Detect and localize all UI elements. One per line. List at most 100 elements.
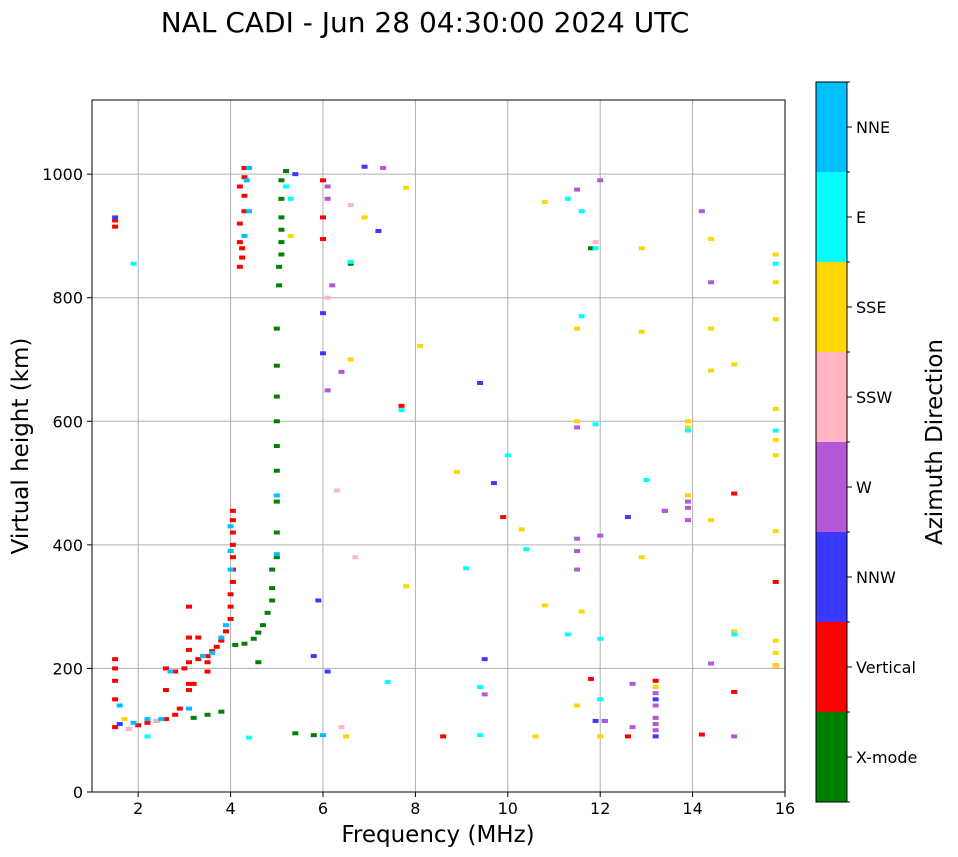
data-point bbox=[144, 717, 151, 722]
data-point bbox=[772, 579, 779, 584]
data-point bbox=[222, 623, 229, 628]
data-point bbox=[343, 734, 350, 739]
data-point bbox=[269, 598, 276, 603]
data-point bbox=[292, 731, 299, 736]
data-point bbox=[772, 261, 779, 266]
data-point bbox=[112, 218, 119, 223]
data-point bbox=[255, 660, 262, 665]
data-point bbox=[477, 684, 484, 689]
data-point bbox=[684, 499, 691, 504]
data-point bbox=[463, 566, 470, 571]
data-point bbox=[273, 555, 280, 560]
data-point bbox=[229, 518, 236, 523]
data-point bbox=[239, 255, 246, 260]
data-point bbox=[652, 691, 659, 696]
data-point bbox=[112, 215, 119, 220]
data-point bbox=[186, 635, 193, 640]
series-w bbox=[324, 165, 738, 739]
data-point bbox=[477, 380, 484, 385]
data-point bbox=[176, 706, 183, 711]
data-point bbox=[403, 185, 410, 190]
data-point bbox=[172, 712, 179, 717]
data-point bbox=[190, 681, 197, 686]
data-point bbox=[601, 718, 608, 723]
data-point bbox=[227, 549, 234, 554]
data-point bbox=[361, 215, 368, 220]
data-point bbox=[227, 592, 234, 597]
data-point bbox=[652, 703, 659, 708]
data-point bbox=[652, 678, 659, 683]
data-point bbox=[229, 542, 236, 547]
y-tick-label: 400 bbox=[52, 536, 83, 555]
y-tick-label: 0 bbox=[73, 783, 83, 802]
data-point bbox=[269, 586, 276, 591]
data-point bbox=[564, 632, 571, 637]
data-point bbox=[229, 508, 236, 513]
data-point bbox=[243, 178, 250, 183]
data-point bbox=[380, 165, 387, 170]
data-point bbox=[246, 165, 253, 170]
data-point bbox=[684, 419, 691, 424]
colorbar-segment bbox=[816, 622, 847, 712]
data-point bbox=[278, 215, 285, 220]
data-point bbox=[112, 224, 119, 229]
data-point bbox=[324, 184, 331, 189]
data-point bbox=[116, 703, 123, 708]
data-point bbox=[652, 728, 659, 733]
data-point bbox=[684, 425, 691, 430]
data-point bbox=[199, 654, 206, 659]
data-point bbox=[172, 669, 179, 674]
x-tick-label: 14 bbox=[682, 799, 702, 818]
data-point bbox=[255, 630, 262, 635]
data-point bbox=[708, 368, 715, 373]
data-point bbox=[772, 252, 779, 257]
data-point bbox=[347, 203, 354, 208]
data-point bbox=[283, 184, 290, 189]
x-tick-label: 6 bbox=[318, 799, 328, 818]
data-point bbox=[772, 529, 779, 534]
data-point bbox=[578, 209, 585, 214]
data-point bbox=[227, 604, 234, 609]
data-point bbox=[186, 681, 193, 686]
colorbar-segment bbox=[816, 172, 847, 262]
x-tick-label: 16 bbox=[775, 799, 795, 818]
data-point bbox=[708, 518, 715, 523]
x-tick-label: 12 bbox=[590, 799, 610, 818]
data-point bbox=[772, 650, 779, 655]
data-point bbox=[246, 209, 253, 214]
data-point bbox=[574, 187, 581, 192]
data-point bbox=[320, 237, 326, 242]
data-point bbox=[204, 712, 211, 717]
data-point bbox=[624, 515, 631, 520]
data-point bbox=[684, 428, 691, 433]
data-point bbox=[278, 178, 285, 183]
data-point bbox=[592, 246, 599, 251]
x-axis-label: Frequency (MHz) bbox=[341, 822, 534, 848]
data-point bbox=[241, 233, 248, 238]
data-point bbox=[574, 549, 581, 554]
data-point bbox=[273, 499, 280, 504]
data-point bbox=[684, 505, 691, 510]
data-point bbox=[112, 666, 119, 671]
data-point bbox=[204, 654, 211, 659]
colorbar-label: SSE bbox=[856, 298, 886, 317]
series-x-mode bbox=[190, 169, 594, 738]
data-point bbox=[227, 524, 234, 529]
y-tick-label: 200 bbox=[52, 659, 83, 678]
colorbar-label: SSW bbox=[856, 388, 892, 407]
data-point bbox=[417, 343, 424, 348]
data-point bbox=[375, 228, 382, 233]
series-nne bbox=[116, 165, 326, 738]
data-point bbox=[643, 477, 650, 482]
data-point bbox=[167, 669, 174, 674]
x-tick-label: 2 bbox=[133, 799, 143, 818]
colorbar-label: NNW bbox=[856, 568, 896, 587]
data-point bbox=[574, 425, 581, 430]
data-point bbox=[162, 666, 169, 671]
data-point bbox=[236, 240, 243, 245]
data-point bbox=[333, 488, 340, 493]
data-point bbox=[130, 720, 137, 725]
data-point bbox=[772, 437, 779, 442]
data-point bbox=[229, 555, 236, 560]
data-point bbox=[239, 246, 246, 251]
